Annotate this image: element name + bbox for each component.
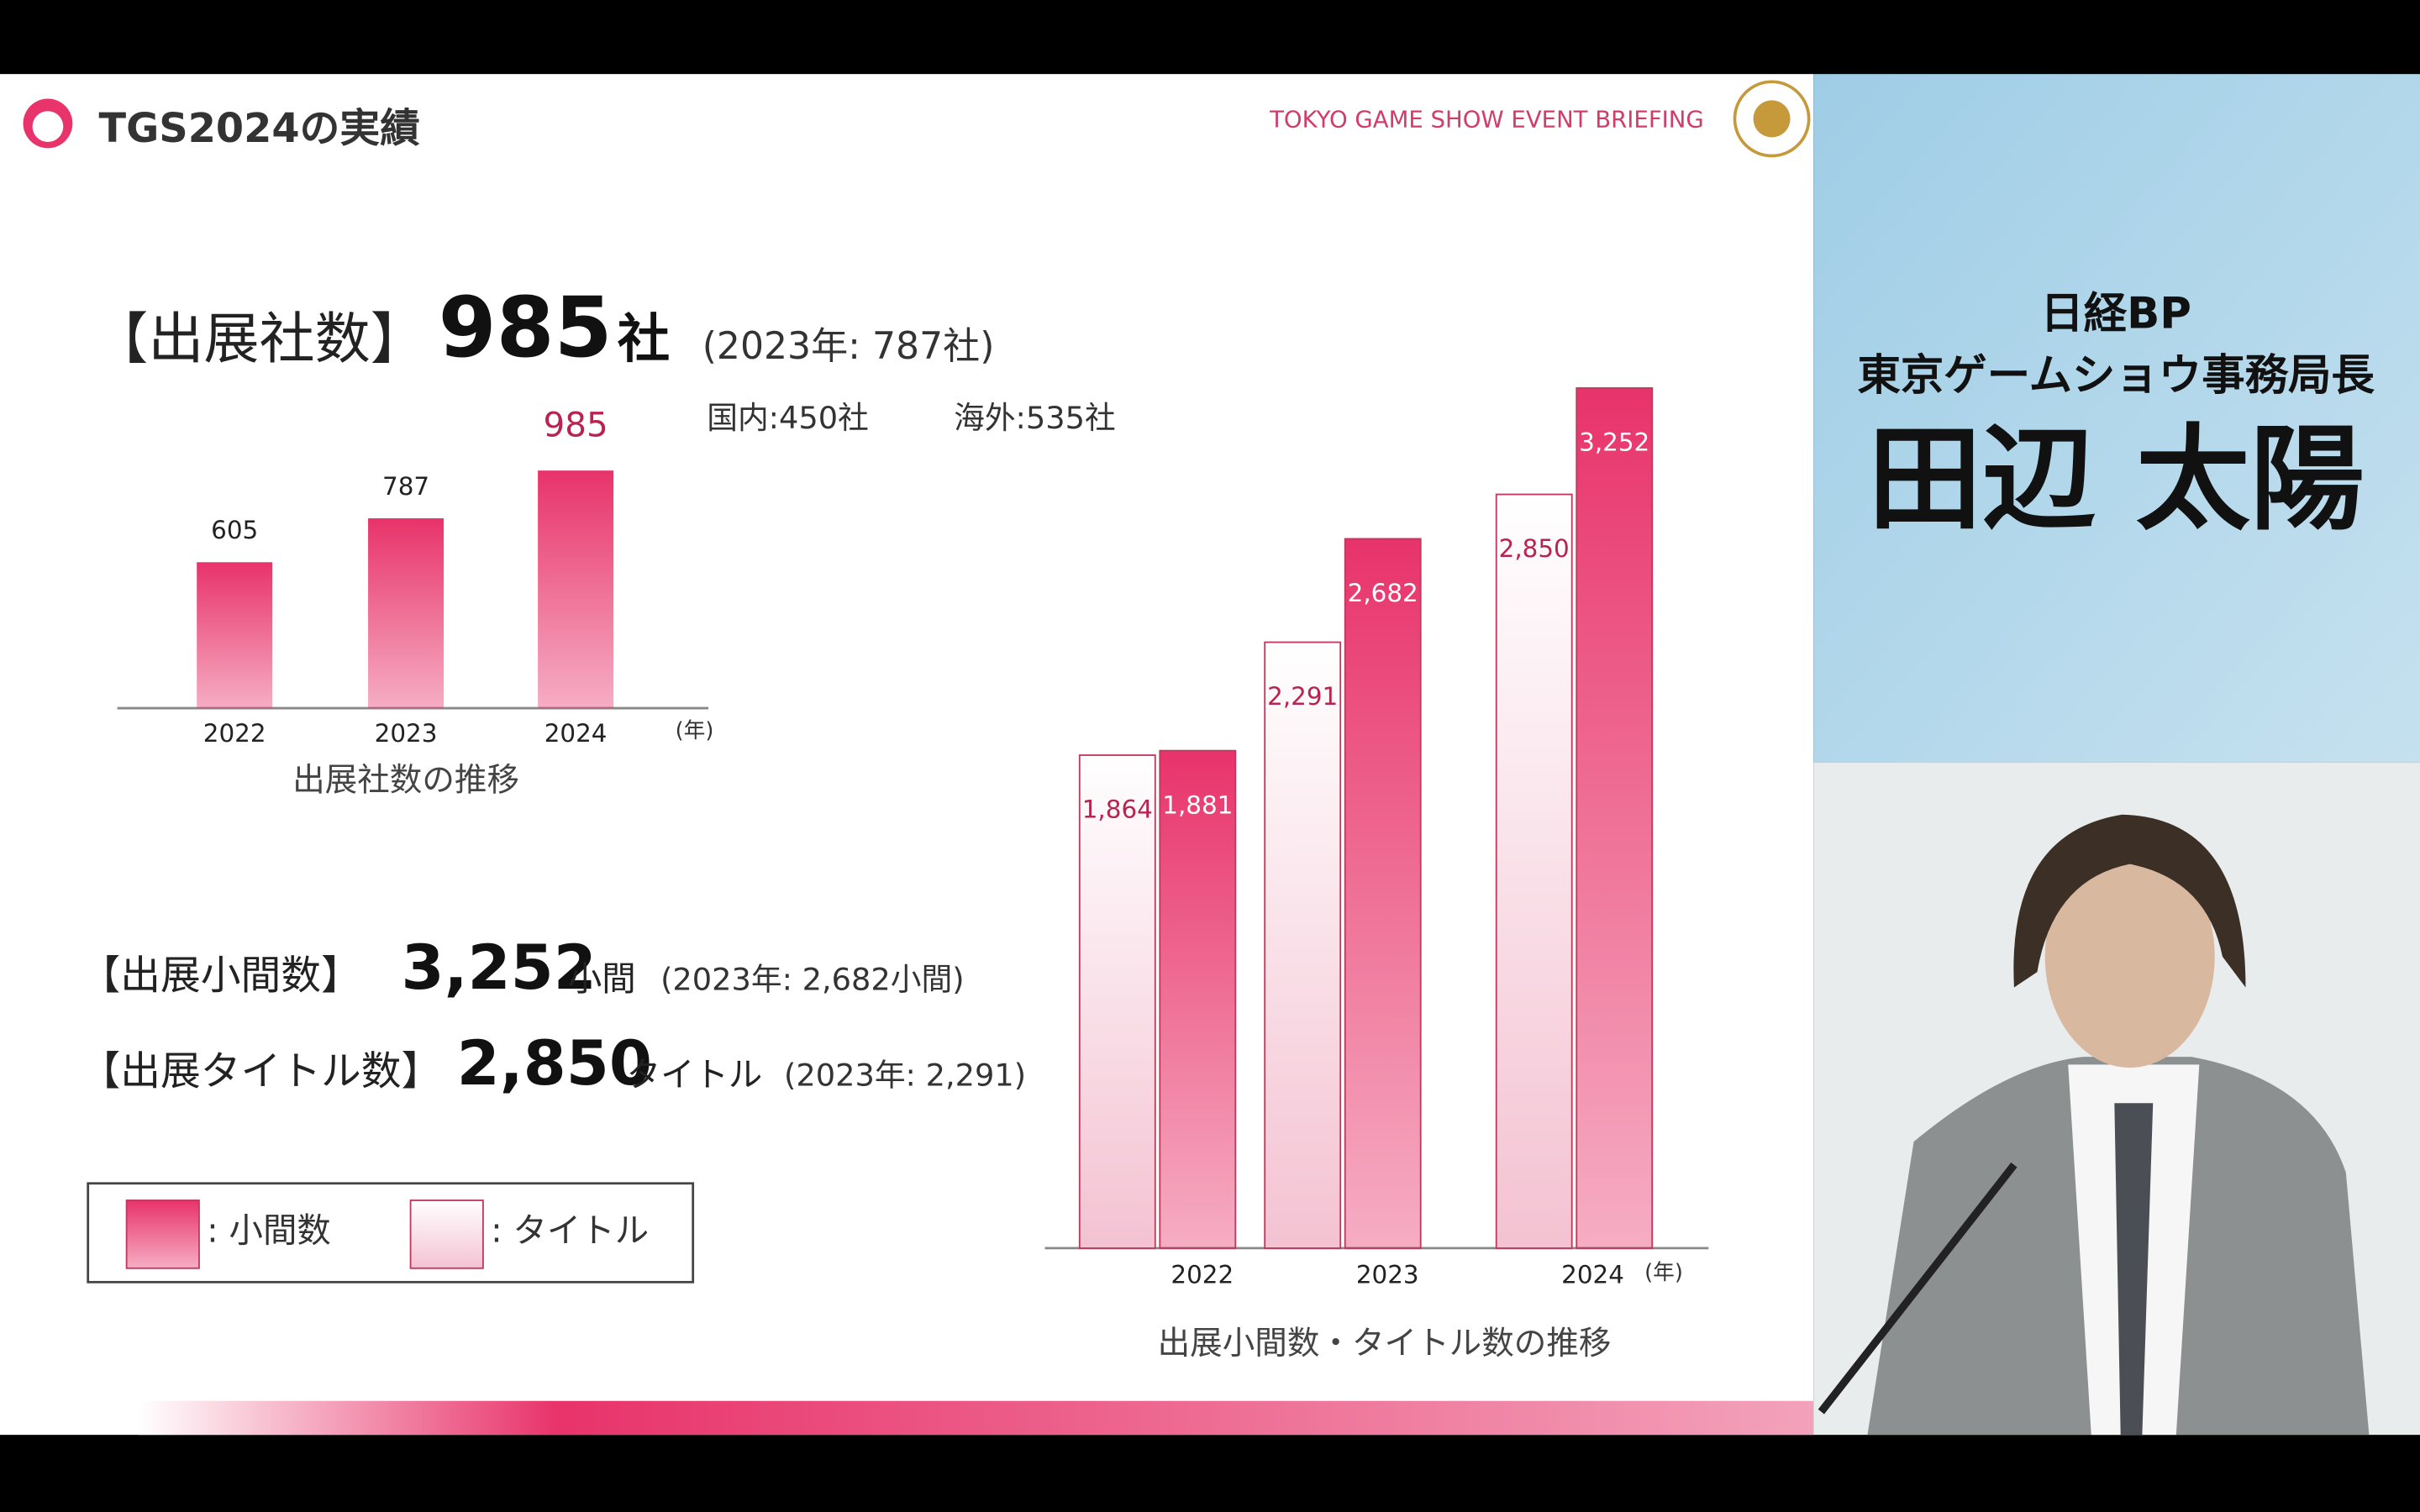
x-tick-label: 2023 — [1356, 1260, 1419, 1289]
value-label: 3,252 — [1579, 428, 1649, 457]
bar — [1264, 641, 1342, 1249]
speaker-role: 東京ゲームショウ事務局長 — [1857, 350, 2375, 401]
speaker-tie — [2114, 1103, 2154, 1436]
titles-unit: タイトル — [627, 1054, 763, 1095]
tgs-logo-core — [1753, 100, 1791, 138]
chart-title: 出展小間数・タイトル数の推移 — [1158, 1325, 1612, 1362]
value-label: 2,291 — [1267, 682, 1338, 711]
exhibitors-unit: 社 — [618, 308, 670, 370]
brand: TOKYO GAME SHOW EVENT BRIEFING — [1269, 106, 1704, 133]
bar — [368, 518, 445, 709]
slide-stripe — [139, 1400, 1814, 1436]
speaker-panel — [1813, 74, 2420, 763]
x-tick-label: 2022 — [203, 719, 266, 748]
microphone — [1818, 1162, 2018, 1415]
bar — [538, 470, 614, 709]
value-label: 787 — [382, 472, 429, 501]
exhibitors-value: 985 — [439, 280, 613, 376]
speaker-face — [2044, 845, 2215, 1068]
bar — [1495, 493, 1573, 1249]
mascot-face — [32, 111, 64, 142]
legend-swatch — [125, 1200, 200, 1269]
legend-swatch — [409, 1200, 484, 1269]
x-tick-label: 2023 — [375, 719, 438, 748]
value-label: 1,864 — [1082, 795, 1153, 824]
legend-label: : 小間数 — [207, 1210, 331, 1251]
speaker-organization: 日経BP — [2040, 289, 2191, 339]
x-unit: (年) — [676, 718, 714, 743]
value-label: 985 — [544, 405, 608, 445]
x-tick-label: 2022 — [1171, 1260, 1234, 1289]
speaker-name: 田辺 太陽 — [1868, 414, 2365, 547]
booths-unit: 小間 — [568, 958, 636, 999]
booths-label: 【出展小間数】 — [81, 953, 361, 999]
titles-previous: (2023年: 2,291) — [784, 1058, 1026, 1094]
bar — [1344, 538, 1422, 1249]
slide-title: TGS2024の実績 — [99, 106, 421, 152]
titles-value: 2,850 — [457, 1028, 652, 1100]
exhibitors-previous: (2023年: 787社) — [702, 325, 995, 368]
booths-previous: (2023年: 2,682小間) — [660, 962, 964, 998]
value-label: 2,682 — [1348, 579, 1418, 607]
exhibitors-domestic: 国内:450社 — [707, 400, 869, 436]
chart-title: 出展社数の推移 — [292, 762, 519, 800]
value-label: 605 — [211, 516, 258, 544]
legend-label: : タイトル — [491, 1210, 649, 1251]
bar — [1576, 387, 1654, 1249]
exhibitors-label: 【出展社数】 — [92, 307, 426, 371]
x-tick-label: 2024 — [1561, 1260, 1624, 1289]
titles-label: 【出展タイトル数】 — [81, 1048, 442, 1095]
value-label: 1,881 — [1162, 790, 1233, 819]
bar — [1078, 754, 1156, 1249]
x-unit: (年) — [1644, 1260, 1683, 1285]
bar — [1159, 749, 1237, 1249]
booths-value: 3,252 — [402, 932, 597, 1004]
exhibitors-overseas: 海外:535社 — [954, 400, 1116, 436]
bar — [197, 562, 273, 709]
value-label: 2,850 — [1499, 534, 1570, 563]
speaker-hair — [2013, 814, 2246, 988]
x-tick-label: 2024 — [544, 719, 608, 748]
